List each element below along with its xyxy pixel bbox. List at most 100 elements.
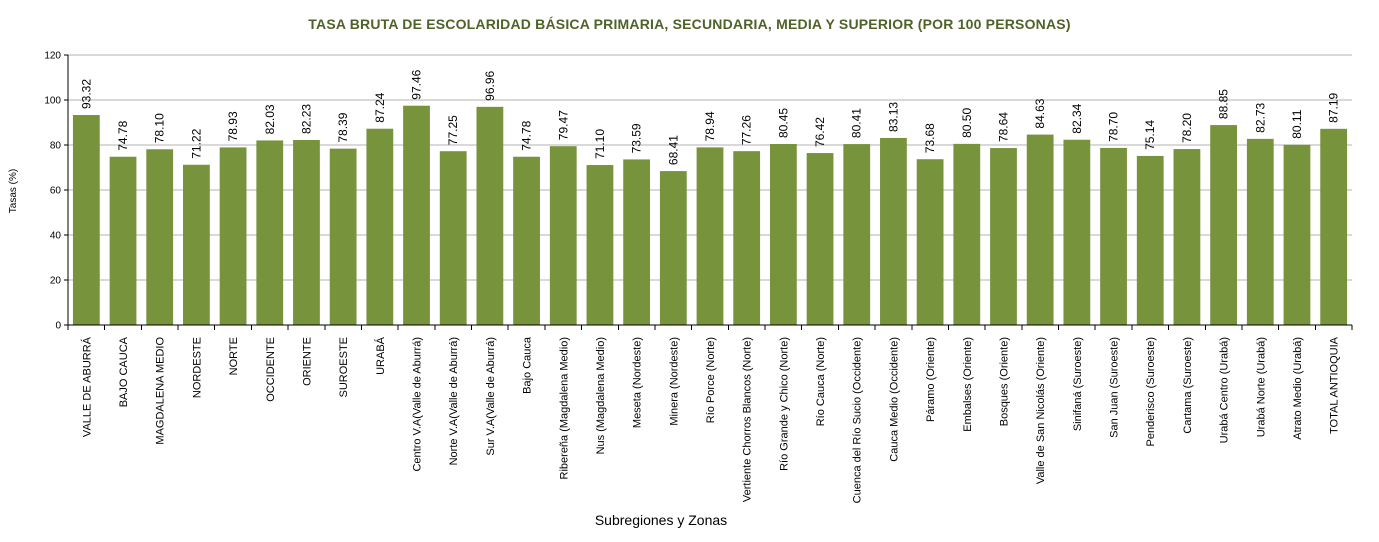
bar [513, 156, 540, 325]
data-label: 82.34 [1070, 103, 1084, 133]
bar [109, 156, 137, 325]
x-tick-label: Páramo (Oriente) [925, 337, 937, 422]
x-tick-label: Cartama (Suroeste) [1182, 337, 1194, 434]
bar [843, 144, 871, 325]
x-axis-title: Subregiones y Zonas [595, 512, 727, 528]
data-label: 76.42 [813, 117, 827, 147]
data-label: 77.26 [740, 115, 754, 145]
bar [72, 115, 100, 325]
data-label: 80.45 [776, 108, 790, 138]
data-label: 78.20 [1180, 113, 1194, 143]
x-tick-label: TOTAL ANTIOQUIA [1329, 336, 1341, 434]
x-tick-label: NORDESTE [191, 337, 203, 398]
data-label: 82.03 [263, 104, 277, 134]
x-tick-label: URABÁ [374, 336, 387, 375]
data-label: 80.50 [960, 108, 974, 138]
x-tick-label: MAGDALENA MEDIO [155, 337, 167, 445]
x-tick-label: Meseta (Nordeste) [632, 337, 644, 428]
bar [366, 128, 394, 325]
bar [256, 140, 284, 325]
data-label: 87.19 [1327, 92, 1341, 122]
bar [769, 143, 797, 325]
y-tick-label: 80 [50, 141, 62, 152]
y-axis-title: Tasas (%) [8, 169, 19, 213]
x-tick-label: Norte V.A(Valle de Aburrá) [448, 337, 460, 465]
y-tick-label: 0 [55, 321, 61, 332]
data-label: 78.94 [703, 111, 717, 141]
y-tick-label: 40 [50, 231, 62, 242]
x-tick-label: Penderisco (Suroeste) [1145, 337, 1157, 446]
bar [439, 151, 467, 325]
y-tick-label: 100 [44, 96, 61, 107]
bar [1100, 147, 1127, 325]
x-tick-label: Ribereña (Magdalena Medio) [558, 337, 570, 479]
bar [146, 149, 174, 325]
data-label: 82.73 [1253, 103, 1267, 133]
bar [1320, 128, 1348, 325]
x-tick-label: SUROESTE [338, 337, 350, 398]
x-tick-label: Río Porce (Norte) [705, 337, 717, 423]
bar [1210, 125, 1237, 326]
bar [990, 148, 1017, 325]
x-tick-label: Cauca Medio (Occidente) [888, 337, 900, 462]
bar [329, 148, 357, 325]
data-label: 75.14 [1143, 120, 1157, 150]
bar [219, 147, 247, 325]
data-label: 71.22 [189, 128, 203, 158]
bar [1063, 139, 1091, 325]
x-tick-label: Río Cauca (Norte) [815, 337, 827, 426]
x-tick-label: VALLE DE ABURRÁ [80, 336, 93, 437]
bar [659, 171, 687, 325]
data-label: 74.78 [520, 120, 534, 150]
x-tick-label: Nus (Magdalena Medio) [595, 337, 607, 454]
bar [916, 159, 944, 325]
bars [72, 105, 1348, 326]
bar [953, 143, 981, 325]
data-label: 82.23 [299, 104, 313, 134]
data-label: 78.10 [153, 113, 167, 143]
data-label: 73.68 [923, 123, 937, 153]
bar [549, 146, 577, 325]
x-tick-label: Atrato Medio (Urabá) [1292, 337, 1304, 440]
bar [293, 139, 320, 325]
x-tick-label: ORIENTE [301, 337, 313, 386]
x-tick-label: Cuenca del Río Sucio (Occidente) [852, 337, 864, 503]
data-labels: 93.32 74.78 78.10 71.22 78.93 82.03 82.23 78.39… [79, 69, 1340, 165]
bar [183, 164, 210, 325]
bar [1026, 134, 1054, 325]
x-tick-label: Bajo Cauca [522, 336, 534, 394]
x-tick-label: OCCIDENTE [265, 337, 277, 402]
x-tick-label: Río Grande y Chico (Norte) [778, 337, 790, 471]
bar [403, 105, 430, 325]
data-label: 79.47 [556, 110, 570, 140]
data-label: 80.41 [850, 108, 864, 138]
x-tick-label: BAJO CAUCA [118, 336, 130, 407]
data-label: 78.39 [336, 112, 350, 142]
data-label: 97.46 [410, 69, 424, 99]
data-label: 88.85 [1217, 89, 1231, 119]
bar [1173, 149, 1201, 325]
data-label: 87.24 [373, 92, 387, 122]
bar [586, 165, 614, 325]
x-tick-label: NORTE [228, 337, 240, 375]
data-label: 80.11 [1290, 109, 1304, 138]
x-tick-label: Valle de San Nicolás (Oriente) [1035, 337, 1047, 484]
axes [64, 54, 1353, 330]
data-label: 78.70 [1107, 112, 1121, 142]
x-tick-label: Urabá Norte (Urabá) [1255, 337, 1267, 437]
data-label: 73.59 [630, 123, 644, 153]
x-tick-label: Minera (Nordeste) [668, 337, 680, 426]
x-tick-label: Centro V.A(Valle de Aburrá) [412, 337, 424, 472]
x-tick-label: San Juan (Suroeste) [1109, 337, 1121, 438]
data-label: 78.64 [996, 112, 1010, 142]
bar [733, 151, 761, 325]
bar [476, 106, 504, 325]
chart-title: TASA BRUTA DE ESCOLARIDAD BÁSICA PRIMARI… [308, 16, 1071, 32]
data-label: 93.32 [79, 79, 93, 109]
bar [1246, 138, 1274, 325]
y-tick-label: 60 [50, 186, 62, 197]
bar [880, 137, 907, 325]
bar [623, 159, 651, 325]
